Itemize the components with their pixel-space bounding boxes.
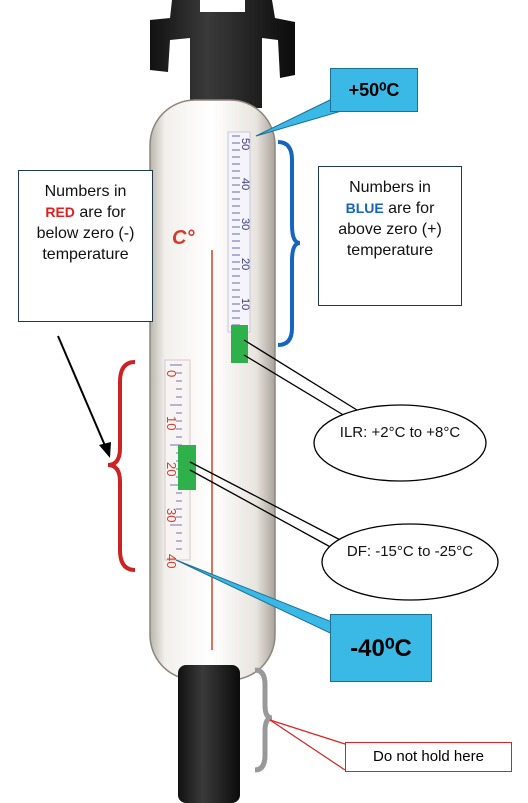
blue-scale-label: 30 <box>239 218 251 230</box>
red-scale-label: 40 <box>164 554 179 568</box>
df-text: DF: -15°C to -25°C <box>335 542 485 562</box>
note-highlight: RED <box>45 204 75 220</box>
grip <box>178 665 240 803</box>
df-oval <box>322 524 498 600</box>
red-scale-label: 30 <box>164 508 179 522</box>
grip-brace <box>255 670 272 770</box>
grip-note: Do not hold here <box>345 742 512 772</box>
red-note: Numbers in RED are for below zero (-) te… <box>18 170 153 322</box>
df-band <box>178 445 196 490</box>
connector <box>270 720 345 770</box>
note-highlight: BLUE <box>346 200 384 216</box>
blue-scale-label: 50 <box>239 138 251 150</box>
ilr-band <box>231 325 248 363</box>
note-text: Numbers in <box>45 183 127 200</box>
arrow <box>58 336 106 448</box>
blue-scale-label: 40 <box>239 178 251 190</box>
connector <box>270 720 345 744</box>
blue-scale-label: 20 <box>239 258 251 270</box>
thermometer-cap <box>150 0 295 108</box>
red-scale-label: 0 <box>164 370 179 377</box>
note-text: Numbers in <box>349 179 431 196</box>
bottom-limit: -40⁰C <box>330 614 432 682</box>
blue-note: Numbers in BLUE are for above zero (+) t… <box>318 166 462 306</box>
unit-label: C° <box>172 227 195 249</box>
ilr-text: ILR: +2°C to +8°C <box>330 423 470 443</box>
diagram: 50 40 30 20 10 0 10 20 30 40 C° <box>0 0 528 803</box>
arrow-head <box>99 442 111 458</box>
page: {"callouts": {"top_limit": "+50⁰C", "bot… <box>0 0 528 803</box>
top-limit: +50⁰C <box>330 68 418 112</box>
blue-brace <box>278 142 300 345</box>
blue-scale-label: 10 <box>239 298 251 310</box>
red-scale-label: 10 <box>164 416 179 430</box>
ilr-oval <box>314 405 486 481</box>
red-scale-label: 20 <box>164 462 179 476</box>
red-brace <box>108 362 135 570</box>
